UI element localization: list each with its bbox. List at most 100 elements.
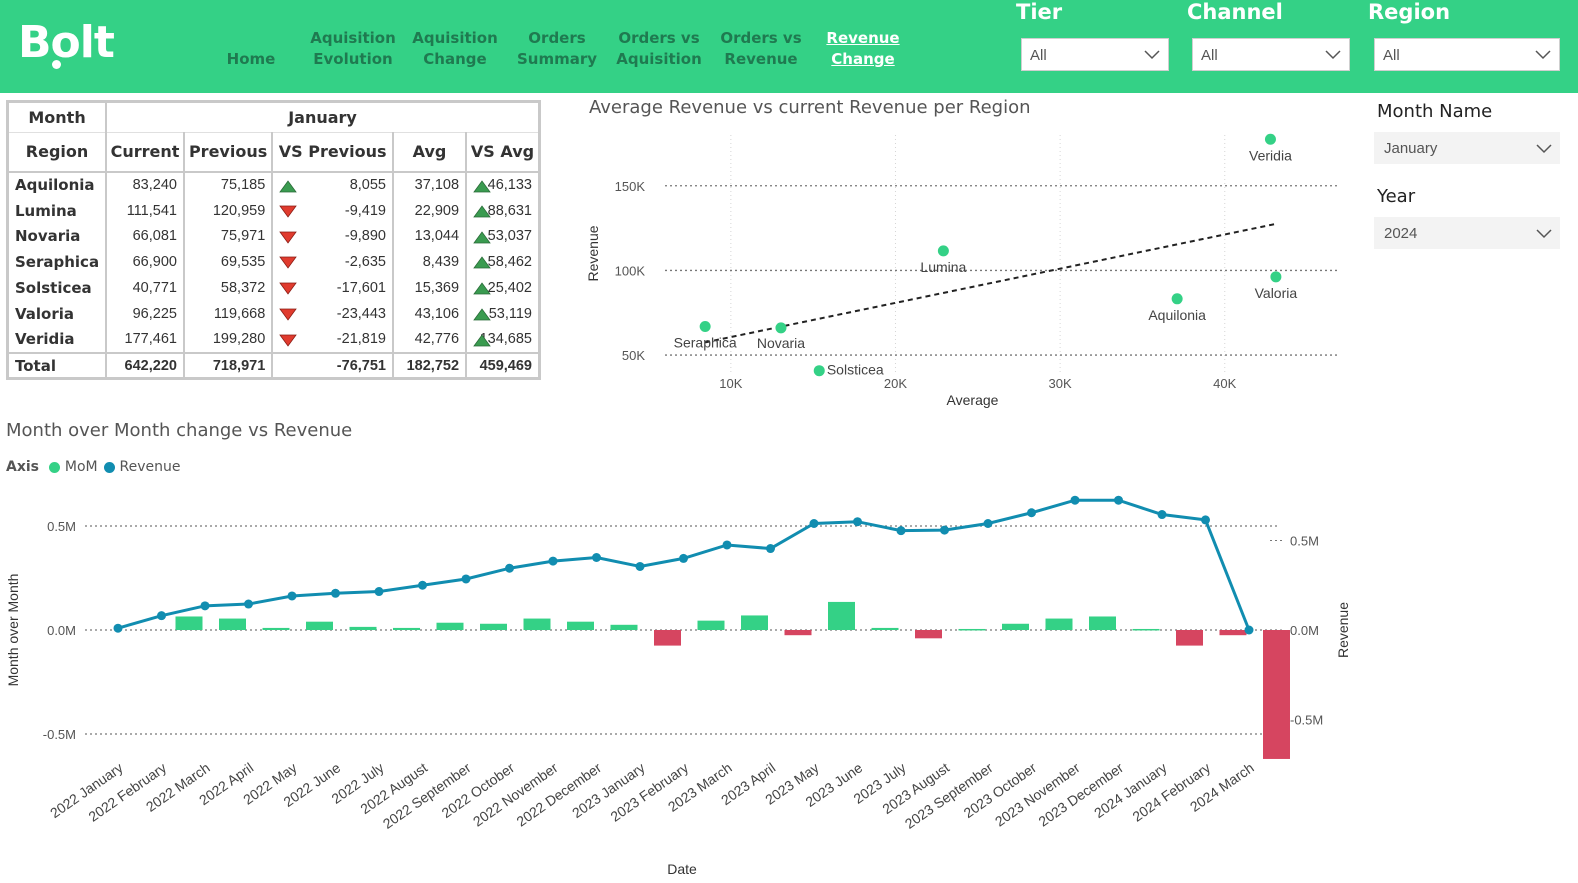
- point-label: Aquilonia: [1148, 307, 1206, 323]
- vs-avg-value: 53,037: [487, 228, 532, 245]
- month-name-slicer-title: Month Name: [1377, 101, 1493, 122]
- tier-dropdown[interactable]: All: [1021, 38, 1169, 71]
- scatter-point: [1270, 271, 1282, 283]
- vs-previous-value: -23,443: [336, 305, 386, 322]
- col-current[interactable]: Current: [105, 132, 184, 172]
- vs-previous-value: -17,601: [336, 280, 386, 297]
- mom-bar: [393, 627, 420, 630]
- current-cell: 83,240: [105, 172, 184, 198]
- table-row[interactable]: Novaria 66,081 75,971 -9,890 13,044 53,037: [9, 223, 538, 250]
- mom-bar: [306, 621, 333, 630]
- mom-bar: [436, 622, 464, 630]
- y-tick-label: -0.5M: [43, 727, 76, 742]
- total-avg: 182,752: [391, 351, 467, 379]
- year-dropdown[interactable]: 2024: [1374, 217, 1560, 249]
- vs-avg-value: 88,631: [487, 202, 532, 219]
- table-row[interactable]: Lumina 111,541 120,959 -9,419 22,909 88,631: [9, 197, 538, 224]
- matrix-corner-region: Region: [25, 142, 89, 162]
- legend-revenue[interactable]: Revenue: [119, 459, 181, 475]
- mom-bar: [1089, 616, 1116, 630]
- scatter-point: [1171, 293, 1183, 305]
- triangle-down-icon: [279, 205, 298, 218]
- triangle-up-icon: [473, 205, 491, 218]
- nav-orders-vs-aquisition[interactable]: Orders vs Aquisition: [616, 29, 702, 68]
- revenue-point: [287, 591, 297, 601]
- vs-avg-cell: 25,402: [465, 275, 538, 301]
- y-tick-label: 100K: [615, 263, 646, 278]
- previous-cell: 119,668: [182, 300, 273, 327]
- table-row[interactable]: Seraphica 66,900 69,535 -2,635 8,439 58,462: [9, 249, 538, 276]
- x-axis-label: Average: [947, 392, 999, 408]
- scatter-point: [813, 365, 825, 377]
- mom-bar: [349, 626, 377, 630]
- triangle-up-icon: [473, 230, 491, 243]
- top-banner: Bolt Home Aquisition Evolution Aquisition…: [0, 0, 1578, 93]
- tier-dropdown-value: All: [1030, 47, 1047, 64]
- combo-chart-title: Month over Month change vs Revenue: [6, 420, 353, 441]
- scatter-point: [699, 320, 711, 332]
- avg-cell: 13,044: [391, 223, 467, 250]
- channel-dropdown[interactable]: All: [1192, 38, 1350, 71]
- year-slicer-title: Year: [1377, 186, 1416, 207]
- col-avg[interactable]: Avg: [391, 132, 467, 172]
- y2-tick-label: 0.0M: [1290, 623, 1319, 638]
- x-axis-label: Date: [667, 861, 697, 877]
- revenue-point: [940, 525, 949, 535]
- channel-dropdown-value: All: [1201, 47, 1218, 64]
- y-tick-label: 150K: [615, 179, 646, 194]
- matrix-corner-month: Month: [28, 107, 86, 127]
- triangle-down-icon: [279, 256, 298, 270]
- total-row: Total 642,220 718,971 -76,751 182,752 459,469: [9, 351, 538, 379]
- col-vs-previous[interactable]: VS Previous: [271, 132, 393, 172]
- triangle-up-icon: [473, 308, 491, 321]
- total-current: 642,220: [105, 351, 184, 379]
- nav-orders-vs-revenue[interactable]: Orders vs Revenue: [720, 29, 802, 68]
- combo-legend: Axis MoM Revenue: [6, 459, 181, 475]
- table-row[interactable]: Solsticea 40,771 58,372 -17,601 15,369 25,402: [9, 275, 538, 301]
- revenue-point: [374, 587, 384, 597]
- col-vs-avg[interactable]: VS Avg: [465, 132, 538, 172]
- current-cell: 66,900: [105, 249, 184, 276]
- avg-cell: 43,106: [391, 300, 467, 327]
- table-row[interactable]: Valoria 96,225 119,668 -23,443 43,106 53,119: [9, 300, 538, 327]
- total-previous: 718,971: [182, 351, 273, 379]
- revenue-point: [1244, 625, 1254, 635]
- y-tick-label: 50K: [622, 348, 645, 363]
- revenue-point: [679, 553, 688, 563]
- vs-previous-value: -9,419: [344, 202, 386, 219]
- mom-bar: [1002, 623, 1029, 630]
- avg-cell: 15,369: [391, 275, 467, 301]
- triangle-down-icon: [279, 231, 298, 244]
- nav-aquisition-evolution[interactable]: Aquisition Evolution: [310, 29, 396, 68]
- nav-revenue-change[interactable]: Revenue Change: [826, 29, 900, 68]
- region-dropdown[interactable]: All: [1374, 38, 1560, 71]
- y2-axis-label: Revenue: [1335, 602, 1351, 658]
- vs-previous-value: 8,055: [349, 177, 386, 194]
- nav-orders-summary[interactable]: Orders Summary: [516, 29, 598, 68]
- col-previous[interactable]: Previous: [182, 132, 273, 172]
- table-row[interactable]: Aquilonia 83,240 75,185 8,055 37,108 46,133: [9, 172, 538, 198]
- triangle-up-icon: [279, 180, 298, 193]
- table-row[interactable]: Veridia 177,461 199,280 -21,819 42,776 134,68…: [9, 326, 538, 353]
- region-dropdown-value: All: [1383, 47, 1400, 64]
- mom-bar: [1132, 628, 1160, 631]
- avg-cell: 42,776: [391, 326, 467, 353]
- legend-mom[interactable]: MoM: [64, 459, 98, 475]
- nav-home[interactable]: Home: [226, 50, 276, 68]
- region-cell: Valoria: [15, 304, 75, 323]
- nav-aquisition-change[interactable]: Aquisition Change: [412, 29, 498, 68]
- mom-bar: [915, 630, 942, 639]
- mom-bar: [871, 627, 899, 630]
- point-label: Valoria: [1255, 285, 1298, 301]
- vs-previous-value: -9,890: [344, 228, 386, 245]
- current-cell: 177,461: [105, 326, 184, 353]
- month-name-dropdown[interactable]: January: [1374, 132, 1560, 164]
- region-slicer-title: Region: [1368, 0, 1451, 24]
- combo-chart: 0.5M 0.0M -0.5M 0.5M 0.0M -0.5M Month over Mon…: [5, 495, 1351, 877]
- bolt-logo: Bolt: [18, 17, 115, 68]
- mom-bar: [741, 615, 768, 630]
- y-axis-label: Revenue: [585, 225, 601, 281]
- year-value: 2024: [1384, 225, 1418, 242]
- x-tick-label: 10K: [719, 376, 742, 391]
- vs-previous-cell: 8,055: [271, 172, 393, 198]
